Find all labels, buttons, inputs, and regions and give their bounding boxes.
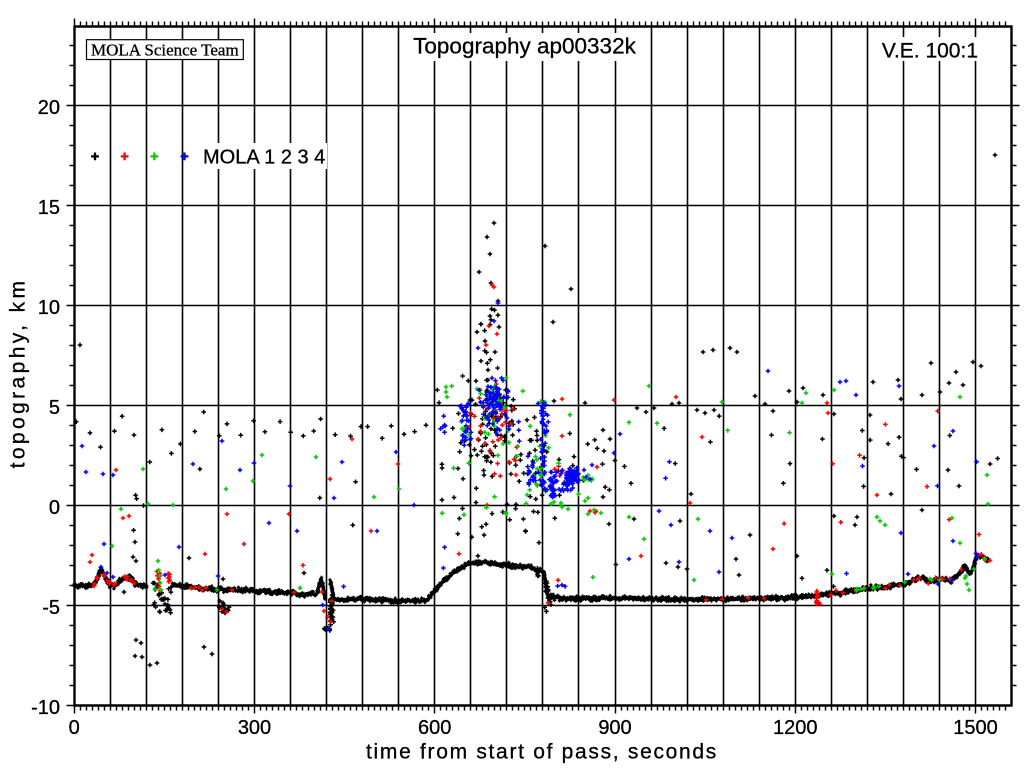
svg-text:900: 900 <box>598 717 631 739</box>
svg-text:20: 20 <box>38 97 60 119</box>
svg-text:15: 15 <box>38 197 60 219</box>
svg-text:5: 5 <box>49 397 60 419</box>
svg-text:time from start of pass, secon: time from start of pass, seconds <box>366 741 718 764</box>
svg-text:-5: -5 <box>42 597 60 619</box>
svg-text:MOLA Science Team: MOLA Science Team <box>91 40 239 59</box>
svg-text:10: 10 <box>38 297 60 319</box>
svg-text:-10: -10 <box>31 697 60 719</box>
svg-text:0: 0 <box>69 717 80 739</box>
svg-text:0: 0 <box>49 497 60 519</box>
svg-text:300: 300 <box>238 717 271 739</box>
svg-text:1500: 1500 <box>953 717 998 739</box>
svg-text:V.E. 100:1: V.E. 100:1 <box>882 39 978 62</box>
svg-text:topography, km: topography, km <box>7 278 30 469</box>
svg-text:600: 600 <box>418 717 451 739</box>
svg-text:1200: 1200 <box>773 717 818 739</box>
svg-text:Topography ap00332k: Topography ap00332k <box>413 33 636 58</box>
svg-text:MOLA 1 2 3 4: MOLA 1 2 3 4 <box>203 147 325 169</box>
